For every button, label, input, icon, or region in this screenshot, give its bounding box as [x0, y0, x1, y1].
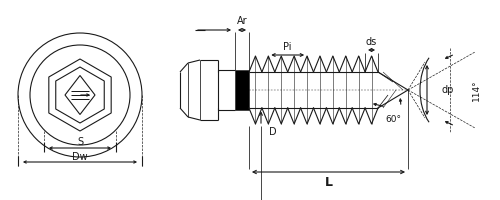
Text: L: L	[324, 176, 332, 188]
Text: 60°: 60°	[385, 116, 401, 124]
Text: Ar: Ar	[236, 16, 248, 26]
Text: 114°: 114°	[472, 79, 481, 101]
Text: dp: dp	[441, 85, 454, 95]
Text: ds: ds	[366, 37, 377, 47]
Text: D: D	[269, 127, 276, 137]
Text: Dw: Dw	[72, 152, 88, 162]
Text: S: S	[77, 137, 83, 147]
Bar	[235, 70, 249, 110]
Text: Pi: Pi	[284, 42, 292, 52]
